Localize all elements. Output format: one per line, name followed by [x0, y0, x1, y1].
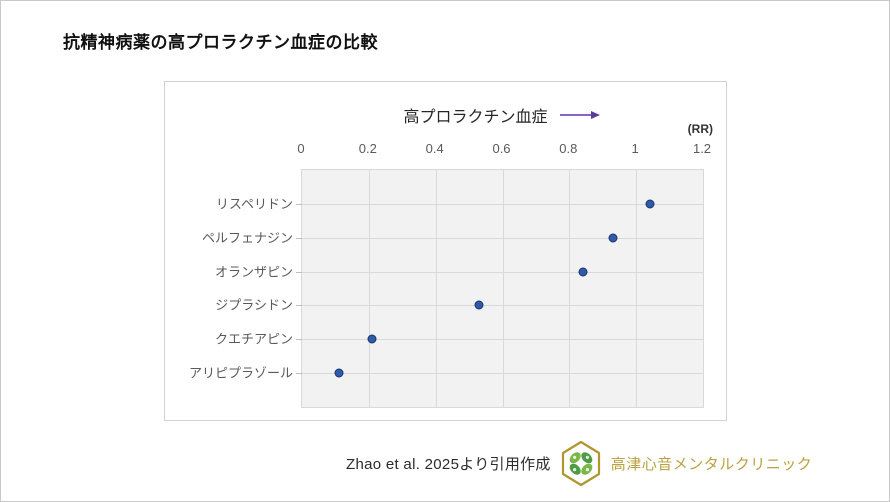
x-tick-label: 0	[297, 141, 305, 156]
y-axis-label: リスペリドン	[215, 196, 293, 212]
y-axis-tick	[296, 373, 302, 375]
vertical-gridline	[368, 170, 370, 407]
x-tick-label: 0.6	[492, 141, 511, 156]
right-arrow-icon	[559, 111, 600, 119]
vertical-gridline	[435, 170, 437, 407]
y-axis-tick	[296, 305, 302, 307]
x-tick-label: 1.2	[692, 141, 712, 156]
y-axis-tick	[296, 237, 302, 239]
horizontal-gridline	[302, 305, 703, 307]
horizontal-gridline	[302, 237, 703, 239]
chart-card: 高プロラクチン血症 (RR) 0 0.2 0.4 0.6 0.8 1 1.2 リスペリドンペ…	[164, 81, 727, 421]
clinic-logo-icon	[561, 440, 600, 486]
y-axis-tick	[296, 203, 302, 205]
vertical-gridline	[569, 170, 571, 407]
y-axis: リスペリドンペルフェナジンオランザピン ジプラシドン クエチアピンアリピプラゾール	[165, 169, 293, 406]
chart-header-label: 高プロラクチン血症	[403, 109, 548, 126]
y-axis-label: クエチアピン	[214, 331, 293, 347]
data-point	[334, 368, 344, 378]
y-axis-tick	[296, 339, 302, 341]
data-point	[608, 233, 618, 243]
y-axis-label: オランザピン	[214, 264, 293, 280]
vertical-gridline	[502, 170, 504, 407]
x-tick-label: 0.8	[559, 141, 578, 156]
vertical-gridline	[636, 170, 638, 407]
x-tick-label: 0.2	[358, 141, 377, 156]
y-axis-tick	[296, 271, 302, 273]
data-point	[645, 199, 655, 209]
plot-area	[296, 169, 704, 408]
horizontal-gridline	[302, 271, 703, 273]
page-title: 抗精神病薬の高プロラクチン血症の比較	[63, 33, 378, 52]
chart-header: 高プロラクチン血症	[301, 103, 702, 127]
x-tick-label: 1	[631, 141, 639, 156]
data-point	[367, 334, 377, 344]
source-citation: Zhao et al. 2025より引用作成	[346, 455, 551, 473]
x-axis: 0 0.2 0.4 0.6 0.8 1 1.2	[297, 141, 711, 157]
horizontal-gridline	[302, 339, 703, 341]
y-axis-label: アリピプラゾール	[188, 365, 293, 381]
clinic-name: 高津心音メンタルクリニック	[610, 455, 813, 473]
y-axis-label: ペルフェナジン	[201, 230, 293, 246]
x-tick-label: 0.4	[425, 141, 444, 156]
data-point	[578, 267, 588, 277]
y-axis-label: ジプラシドン	[215, 297, 293, 313]
horizontal-gridline	[302, 203, 703, 205]
footer: Zhao et al. 2025より引用作成 高津心音メンタルクリニック	[346, 438, 812, 488]
horizontal-gridline	[302, 373, 703, 375]
data-point	[474, 300, 484, 310]
axis-unit-label: (RR)	[687, 122, 713, 136]
